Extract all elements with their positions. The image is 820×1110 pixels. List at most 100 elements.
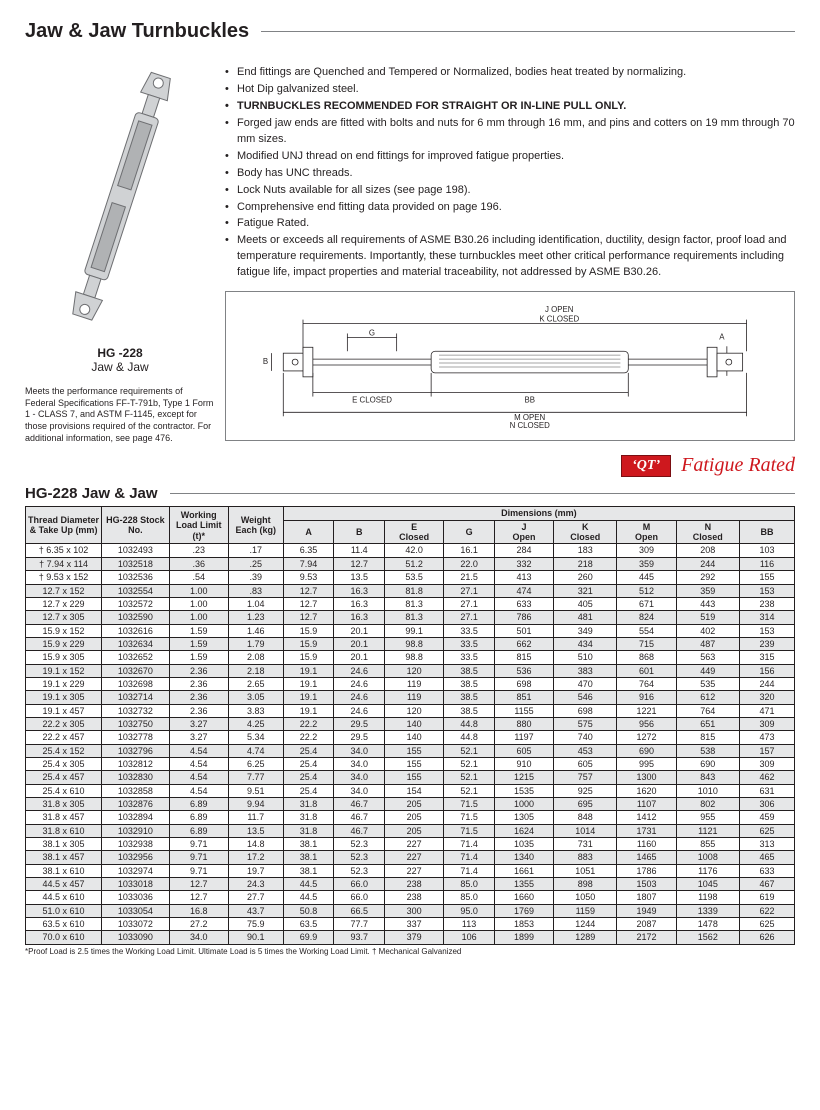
table-cell: 13.5 [334,571,385,584]
table-cell: 12.7 [169,878,228,891]
table-cell: 25.4 [283,784,334,797]
table-cell: 824 [617,611,676,624]
table-cell: 1032518 [102,557,170,570]
table-cell: 20.1 [334,637,385,650]
table-cell: 474 [494,584,553,597]
footnote: *Proof Load is 2.5 times the Working Loa… [25,947,795,956]
table-cell: 757 [554,771,617,784]
table-cell: 855 [676,838,739,851]
table-row: 19.1 x 15210326702.362.1819.124.612038.5… [26,664,795,677]
table-cell: 51.0 x 610 [26,904,102,917]
table-cell: 44.5 [283,891,334,904]
table-cell: 1032876 [102,798,170,811]
table-cell: 34.0 [334,784,385,797]
table-cell: 71.4 [444,851,495,864]
table-cell: 1032572 [102,597,170,610]
table-cell: 120 [385,664,444,677]
table-cell: 481 [554,611,617,624]
table-cell: 536 [494,664,553,677]
table-row: 15.9 x 22910326341.591.7915.920.198.833.… [26,637,795,650]
top-section: HG -228 Jaw & Jaw Meets the performance … [25,57,795,444]
table-cell: .17 [228,544,283,557]
table-cell: 445 [617,571,676,584]
features-list: End fittings are Quenched and Tempered o… [225,65,795,281]
table-cell: 52.1 [444,744,495,757]
table-cell: 314 [740,611,795,624]
table-cell: 501 [494,624,553,637]
table-cell: 1176 [676,864,739,877]
table-cell: 16.8 [169,904,228,917]
table-cell: 156 [740,664,795,677]
table-cell: 1355 [494,878,553,891]
table-cell: 1160 [617,838,676,851]
svg-text:J OPEN: J OPEN [545,305,574,314]
table-cell: 38.5 [444,704,495,717]
table-cell: 120 [385,704,444,717]
table-cell: 434 [554,637,617,650]
table-cell: 443 [676,597,739,610]
table-cell: 309 [617,544,676,557]
th-dim-col: NClosed [676,520,739,544]
table-cell: 46.7 [334,824,385,837]
table-cell: 63.5 x 610 [26,918,102,931]
svg-text:B: B [263,357,268,366]
table-cell: 116 [740,557,795,570]
table-cell: † 7.94 x 114 [26,557,102,570]
table-cell: 9.71 [169,838,228,851]
table-cell: 1660 [494,891,553,904]
table-cell: 205 [385,824,444,837]
table-cell: † 9.53 x 152 [26,571,102,584]
table-cell: 851 [494,691,553,704]
table-cell: 1033018 [102,878,170,891]
table-cell: 1.00 [169,597,228,610]
table-cell: 1562 [676,931,739,944]
table-row: 22.2 x 30510327503.274.2522.229.514044.8… [26,717,795,730]
table-cell: 22.2 x 457 [26,731,102,744]
table-cell: 601 [617,664,676,677]
table-cell: 2.36 [169,677,228,690]
table-cell: 238 [740,597,795,610]
table-cell: 69.9 [283,931,334,944]
table-cell: 1008 [676,851,739,864]
table-cell: 27.2 [169,918,228,931]
table-cell: 1032956 [102,851,170,864]
table-cell: 695 [554,798,617,811]
table-cell: 19.1 [283,691,334,704]
table-cell: 1478 [676,918,739,931]
table-cell: 34.0 [169,931,228,944]
table-cell: 690 [617,744,676,757]
table-cell: 7.77 [228,771,283,784]
table-cell: 631 [740,784,795,797]
table-cell: 1339 [676,904,739,917]
table-cell: 1289 [554,931,617,944]
table-cell: 31.8 [283,811,334,824]
table-cell: 1032796 [102,744,170,757]
table-cell: 1272 [617,731,676,744]
table-cell: 471 [740,704,795,717]
table-cell: 651 [676,717,739,730]
table-cell: 473 [740,731,795,744]
table-cell: 1033072 [102,918,170,931]
table-row: 25.4 x 45710328304.547.7725.434.015552.1… [26,771,795,784]
table-row: 15.9 x 30510326521.592.0815.920.198.833.… [26,651,795,664]
table-cell: 955 [676,811,739,824]
table-cell: 244 [676,557,739,570]
table-cell: 38.1 [283,864,334,877]
table-cell: 671 [617,597,676,610]
table-cell: 44.8 [444,717,495,730]
table-cell: 44.5 x 610 [26,891,102,904]
table-cell: 1769 [494,904,553,917]
table-cell: 29.5 [334,717,385,730]
table-cell: 1032910 [102,824,170,837]
table-cell: 66.5 [334,904,385,917]
table-row: 63.5 x 610103307227.275.963.577.73371131… [26,918,795,931]
table-cell: 512 [617,584,676,597]
table-cell: 1807 [617,891,676,904]
table-cell: 33.5 [444,637,495,650]
table-cell: 15.9 x 229 [26,637,102,650]
table-cell: 12.7 [283,584,334,597]
th-dim-col: G [444,520,495,544]
table-cell: 815 [494,651,553,664]
table-cell: 619 [740,891,795,904]
dimension-diagram: J OPEN K CLOSED G A B [225,291,795,441]
